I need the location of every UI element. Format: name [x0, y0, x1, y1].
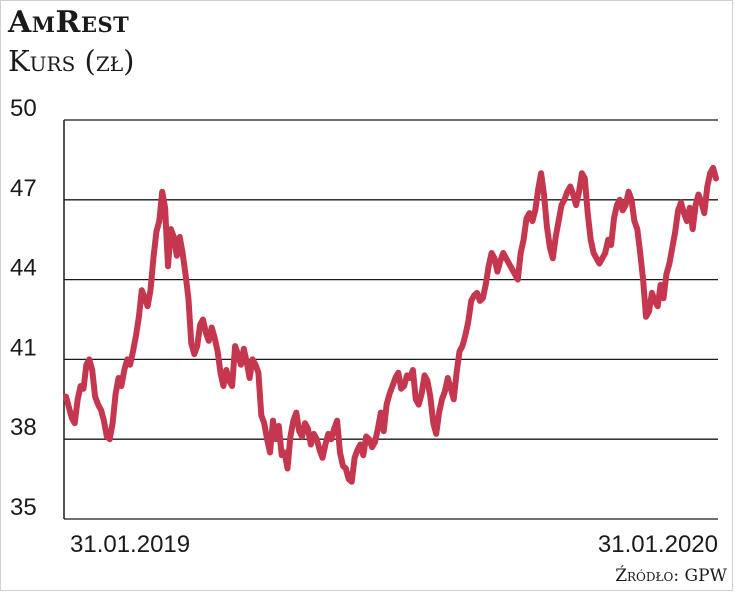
- chart-subtitle: Kurs (zł): [8, 44, 135, 78]
- x-tick-label-end: 31.01.2020: [598, 531, 718, 558]
- x-tick-label-start: 31.01.2019: [70, 531, 190, 558]
- y-tick-label: 41: [10, 334, 37, 361]
- y-tick-label: 47: [10, 175, 37, 202]
- y-tick-label: 50: [10, 95, 37, 122]
- x-axis-ticks: 31.01.2019 31.01.2020: [70, 531, 718, 558]
- grid-lines: [64, 119, 718, 520]
- y-tick-label: 38: [10, 414, 37, 441]
- chart-title: AmRest: [8, 5, 130, 40]
- y-tick-label: 35: [10, 494, 37, 521]
- source-note: Źródło: GPW: [615, 566, 727, 586]
- y-axis-ticks: 50 47 44 41 38 35: [10, 95, 37, 521]
- series-line-kurs: [63, 164, 719, 485]
- y-tick-label: 44: [10, 255, 37, 282]
- series-group: [63, 164, 719, 485]
